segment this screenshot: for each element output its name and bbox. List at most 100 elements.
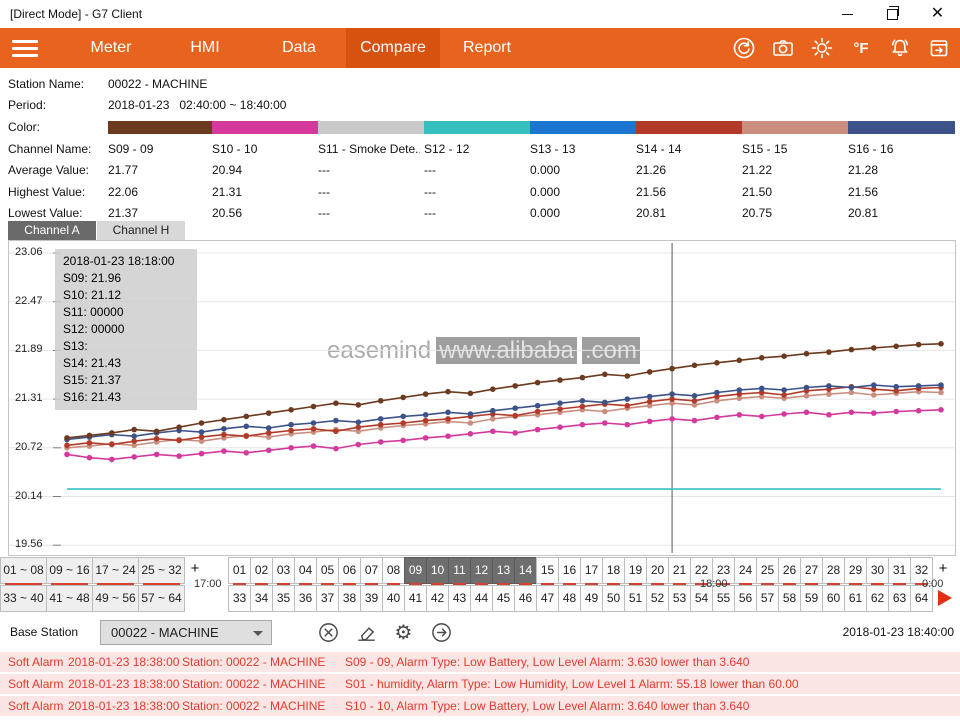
- page-range-cell[interactable]: 25 ~ 32: [138, 557, 185, 584]
- point-number-cell[interactable]: 45: [492, 585, 515, 612]
- alarm-list-item[interactable]: Soft Alarm 2018-01-23 18:38:00 Station: …: [0, 696, 960, 716]
- point-number-cell[interactable]: 40: [382, 585, 405, 612]
- go-arrow-icon[interactable]: [429, 620, 454, 645]
- point-number-cell[interactable]: 51: [624, 585, 647, 612]
- chevron-down-icon: [253, 631, 263, 636]
- point-number-cell[interactable]: 12: [470, 557, 493, 584]
- settings-gear-icon[interactable]: ⚙: [391, 620, 416, 645]
- point-number-cell[interactable]: 04: [294, 557, 317, 584]
- point-number-cell[interactable]: 07: [360, 557, 383, 584]
- point-number-cell[interactable]: 01: [228, 557, 251, 584]
- y-axis-tick: 20.72: [15, 441, 43, 453]
- point-number-cell[interactable]: 46: [514, 585, 537, 612]
- minimize-button[interactable]: [825, 0, 870, 28]
- eraser-icon[interactable]: [354, 620, 379, 645]
- point-number-cell[interactable]: 61: [844, 585, 867, 612]
- point-number-cell[interactable]: 63: [888, 585, 911, 612]
- next-page-arrow-icon[interactable]: [938, 590, 952, 606]
- point-number-cell[interactable]: 53: [668, 585, 691, 612]
- camera-icon[interactable]: [770, 35, 796, 61]
- alarm-bell-icon[interactable]: [887, 35, 913, 61]
- alarm-list-item[interactable]: Soft Alarm 2018-01-23 18:38:00 Station: …: [0, 674, 960, 694]
- point-number-cell[interactable]: 62: [866, 585, 889, 612]
- point-number-cell[interactable]: 08: [382, 557, 405, 584]
- point-number-cell[interactable]: 21: [668, 557, 691, 584]
- point-number-cell[interactable]: 56: [734, 585, 757, 612]
- nav-item-compare[interactable]: Compare: [346, 28, 440, 68]
- point-number-cell[interactable]: 35: [272, 585, 295, 612]
- page-range-cell[interactable]: 57 ~ 64: [138, 585, 185, 612]
- calendar-icon[interactable]: [926, 35, 952, 61]
- point-number-cell[interactable]: 16: [558, 557, 581, 584]
- point-number-cell[interactable]: 41: [404, 585, 427, 612]
- point-number-cell[interactable]: 19: [624, 557, 647, 584]
- point-number-cell[interactable]: 60: [822, 585, 845, 612]
- point-number-cell[interactable]: 20: [646, 557, 669, 584]
- clear-icon[interactable]: [316, 620, 341, 645]
- point-number-cell[interactable]: 42: [426, 585, 449, 612]
- nav-item-meter[interactable]: Meter: [64, 28, 158, 68]
- point-number-cell[interactable]: 59: [800, 585, 823, 612]
- point-number-cell[interactable]: 34: [250, 585, 273, 612]
- fahrenheit-icon[interactable]: °F: [848, 35, 874, 61]
- sync-icon[interactable]: [731, 35, 757, 61]
- point-number-cell[interactable]: 13: [492, 557, 515, 584]
- point-number-cell[interactable]: 15: [536, 557, 559, 584]
- point-number-cell[interactable]: 03: [272, 557, 295, 584]
- tab-channel-h[interactable]: Channel H: [97, 221, 185, 240]
- point-number-cell[interactable]: 31: [888, 557, 911, 584]
- point-number-cell[interactable]: 29: [844, 557, 867, 584]
- point-number-cell[interactable]: 39: [360, 585, 383, 612]
- lowest-value: 20.75: [742, 203, 844, 224]
- point-number-cell[interactable]: 02: [250, 557, 273, 584]
- point-number-cell[interactable]: 10: [426, 557, 449, 584]
- menu-icon[interactable]: [12, 40, 38, 57]
- point-number-cell[interactable]: 33: [228, 585, 251, 612]
- tab-channel-a[interactable]: Channel A: [8, 221, 96, 240]
- point-number-cell[interactable]: 48: [558, 585, 581, 612]
- point-number-cell[interactable]: 37: [316, 585, 339, 612]
- point-number-cell[interactable]: 36: [294, 585, 317, 612]
- maximize-button[interactable]: [870, 0, 915, 28]
- point-number-cell[interactable]: 14: [514, 557, 537, 584]
- base-station-select[interactable]: 00022 - MACHINE: [100, 620, 272, 645]
- page-range-cell[interactable]: 17 ~ 24: [92, 557, 139, 584]
- page-range-cell[interactable]: 09 ~ 16: [46, 557, 93, 584]
- point-number-cell[interactable]: 17: [580, 557, 603, 584]
- nav-item-data[interactable]: Data: [252, 28, 346, 68]
- y-axis-tick: 21.31: [15, 392, 43, 404]
- point-number-cell[interactable]: 50: [602, 585, 625, 612]
- channel-name-label: Channel Name:: [8, 139, 91, 160]
- point-number-cell[interactable]: 30: [866, 557, 889, 584]
- point-number-cell[interactable]: 24: [734, 557, 757, 584]
- page-range-cell[interactable]: 01 ~ 08: [0, 557, 47, 584]
- page-range-cell[interactable]: 41 ~ 48: [46, 585, 93, 612]
- point-number-cell[interactable]: 11: [448, 557, 471, 584]
- brightness-icon[interactable]: [809, 35, 835, 61]
- alarm-list-item[interactable]: Soft Alarm 2018-01-23 18:38:00 Station: …: [0, 652, 960, 672]
- channel-color-swatch: [636, 121, 742, 134]
- point-number-cell[interactable]: 05: [316, 557, 339, 584]
- point-number-cell[interactable]: 18: [602, 557, 625, 584]
- close-button[interactable]: ✕: [915, 0, 960, 28]
- point-number-cell[interactable]: 57: [756, 585, 779, 612]
- point-number-cell[interactable]: 38: [338, 585, 361, 612]
- point-number-cell[interactable]: 49: [580, 585, 603, 612]
- page-range-cell[interactable]: 49 ~ 56: [92, 585, 139, 612]
- nav-item-report[interactable]: Report: [440, 28, 534, 68]
- point-number-cell[interactable]: 25: [756, 557, 779, 584]
- point-number-cell[interactable]: 47: [536, 585, 559, 612]
- point-number-cell[interactable]: 06: [338, 557, 361, 584]
- channel-color-swatch: [742, 121, 848, 134]
- point-number-cell[interactable]: 52: [646, 585, 669, 612]
- point-number-cell[interactable]: 28: [822, 557, 845, 584]
- point-number-cell[interactable]: 44: [470, 585, 493, 612]
- point-number-cell[interactable]: 26: [778, 557, 801, 584]
- point-number-cell[interactable]: 09: [404, 557, 427, 584]
- nav-item-hmi[interactable]: HMI: [158, 28, 252, 68]
- page-range-cell[interactable]: 33 ~ 40: [0, 585, 47, 612]
- point-number-cell[interactable]: 43: [448, 585, 471, 612]
- point-number-cell[interactable]: 27: [800, 557, 823, 584]
- point-number-cell[interactable]: 58: [778, 585, 801, 612]
- line-chart[interactable]: easemindwww.alibaba.com 2018-01-23 18:18…: [8, 240, 956, 556]
